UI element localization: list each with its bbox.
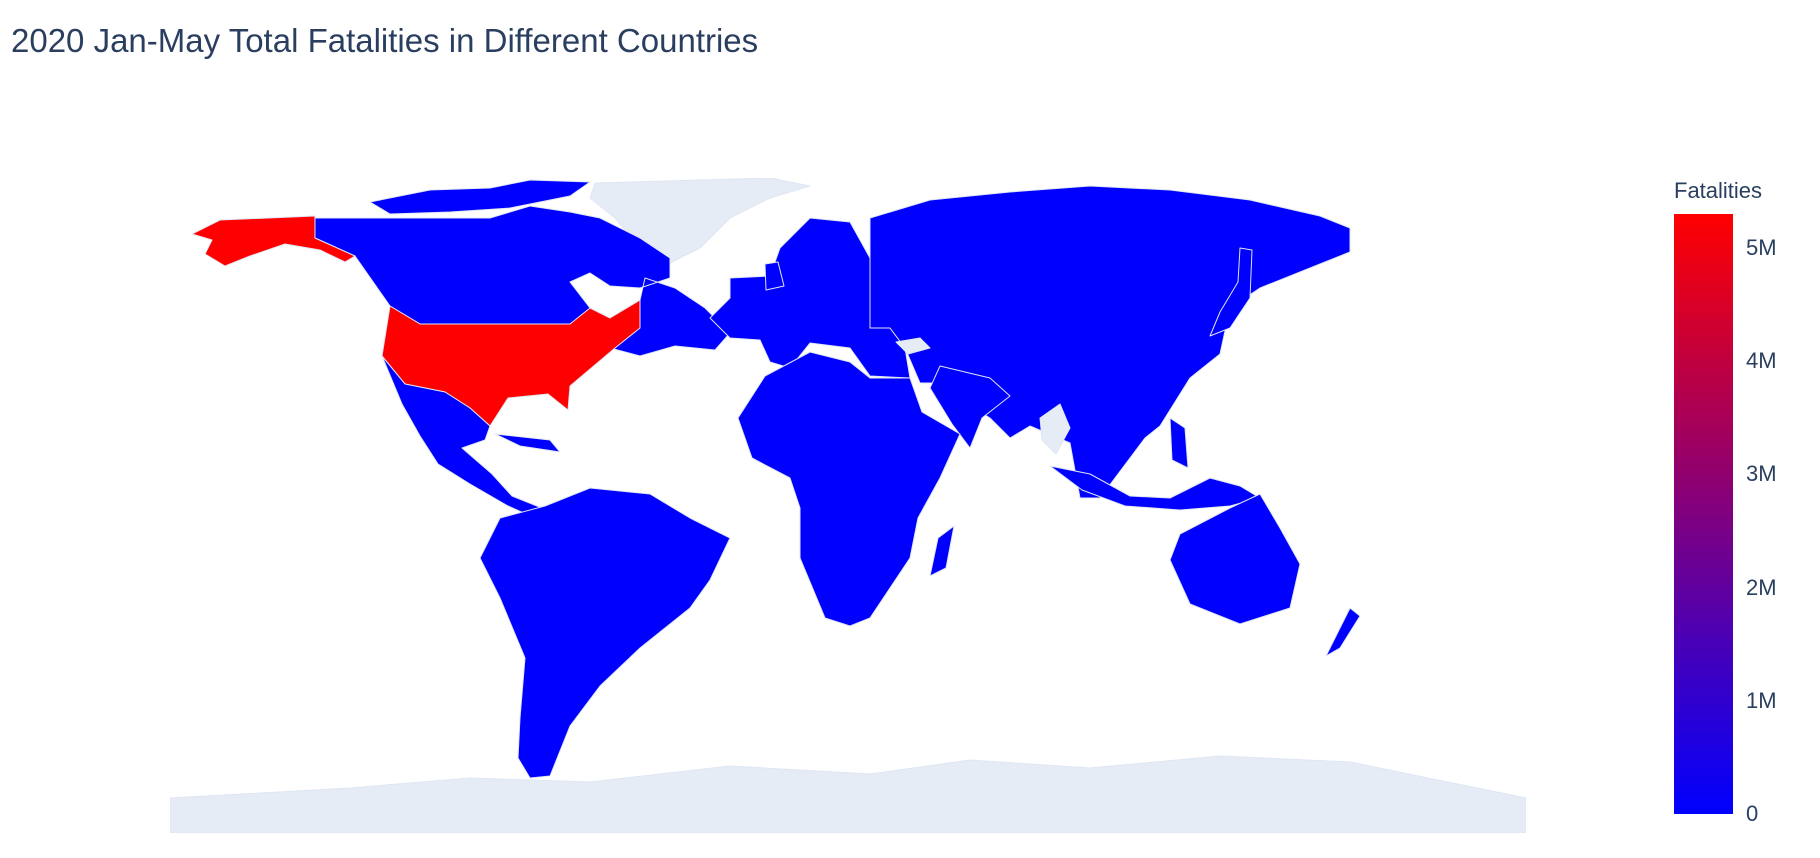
country-madagascar[interactable] [929,525,955,577]
country-canada-arctic[interactable] [369,179,591,215]
country-new-zealand[interactable] [1325,607,1361,657]
country-philippines[interactable] [1169,417,1189,469]
country-myanmar[interactable] [1039,403,1071,455]
country-australia[interactable] [1169,493,1301,625]
colorbar [1674,214,1733,814]
country-indonesia[interactable] [1049,465,1261,511]
country-united-kingdom[interactable] [764,261,785,291]
country-caucasus[interactable] [895,337,931,355]
country-cuba[interactable] [494,433,561,453]
country-mexico[interactable] [381,355,543,519]
colorbar-tick-5: 5M [1746,234,1777,260]
country-alaska[interactable] [191,215,356,267]
map-svg[interactable] [170,178,1526,833]
colorbar-title: Fatalities [1674,178,1763,203]
country-south-america[interactable] [479,487,731,779]
country-africa[interactable] [737,351,961,627]
choropleth-map[interactable] [170,178,1526,833]
country-india[interactable] [929,365,1011,449]
chart-title: 2020 Jan-May Total Fatalities in Differe… [11,22,759,59]
colorbar-tick-3: 3M [1746,461,1777,487]
colorbar-tick-0: 0 [1746,801,1759,826]
colorbar-tick-2: 2M [1746,574,1777,600]
country-japan[interactable] [1209,247,1253,337]
colorbar-tick-1: 1M [1746,687,1777,713]
country-antarctica[interactable] [170,755,1526,833]
colorbar-tick-4: 4M [1746,348,1777,374]
